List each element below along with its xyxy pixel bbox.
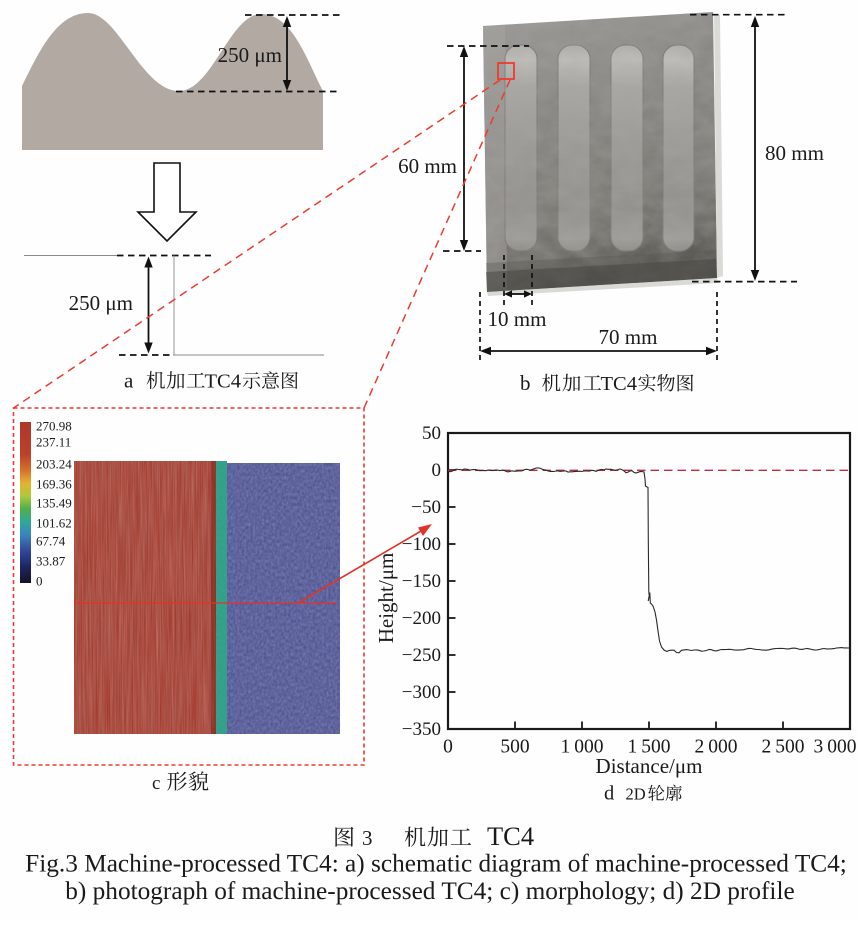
svg-text:3: 3: [362, 826, 373, 850]
svg-text:0: 0: [432, 460, 442, 481]
svg-text:237.11: 237.11: [36, 435, 71, 450]
svg-text:TC4: TC4: [487, 821, 534, 851]
svg-text:1 500: 1 500: [628, 737, 671, 758]
svg-text:1 000: 1 000: [561, 737, 604, 758]
svg-text:500: 500: [500, 737, 529, 758]
svg-text:2 000: 2 000: [695, 737, 738, 758]
svg-text:−50: −50: [411, 497, 441, 518]
svg-text:101.62: 101.62: [36, 516, 72, 531]
svg-text:67.74: 67.74: [36, 534, 66, 549]
svg-text:70 mm: 70 mm: [599, 325, 658, 349]
svg-text:33.87: 33.87: [36, 554, 66, 569]
svg-text:b: b: [520, 371, 531, 395]
svg-text:−200: −200: [402, 608, 441, 629]
svg-text:−100: −100: [402, 534, 441, 555]
svg-text:−350: −350: [402, 719, 441, 740]
svg-text:2 500: 2 500: [762, 737, 805, 758]
svg-text:TC4: TC4: [205, 371, 241, 393]
svg-text:50: 50: [422, 423, 441, 444]
svg-text:10 mm: 10 mm: [488, 307, 547, 331]
svg-text:Distance/μm: Distance/μm: [596, 754, 703, 778]
svg-text:0: 0: [36, 574, 43, 589]
svg-text:3 000: 3 000: [814, 737, 857, 758]
svg-text:−150: −150: [402, 571, 441, 592]
svg-text:d: d: [604, 783, 614, 805]
svg-text:TC4: TC4: [601, 373, 637, 395]
svg-text:−250: −250: [402, 645, 441, 666]
svg-text:Height/μm: Height/μm: [374, 553, 398, 644]
svg-text:−300: −300: [402, 682, 441, 703]
svg-text:270.98: 270.98: [36, 419, 72, 434]
svg-text:250 μm: 250 μm: [69, 291, 133, 315]
svg-text:c: c: [152, 773, 160, 794]
svg-text:80 mm: 80 mm: [765, 141, 824, 165]
svg-text:135.49: 135.49: [36, 496, 72, 511]
svg-text:b) photograph of machine-proce: b) photograph of machine-processed TC4; …: [65, 877, 794, 905]
svg-text:60 mm: 60 mm: [398, 154, 457, 178]
svg-text:a: a: [124, 369, 134, 393]
svg-text:2D: 2D: [626, 785, 646, 804]
svg-text:Fig.3 Machine-processed TC4: a: Fig.3 Machine-processed TC4: a) schemati…: [25, 850, 847, 878]
svg-text:203.24: 203.24: [36, 457, 72, 472]
svg-text:169.36: 169.36: [36, 477, 72, 492]
svg-text:0: 0: [443, 737, 453, 758]
svg-text:250 μm: 250 μm: [218, 43, 282, 67]
